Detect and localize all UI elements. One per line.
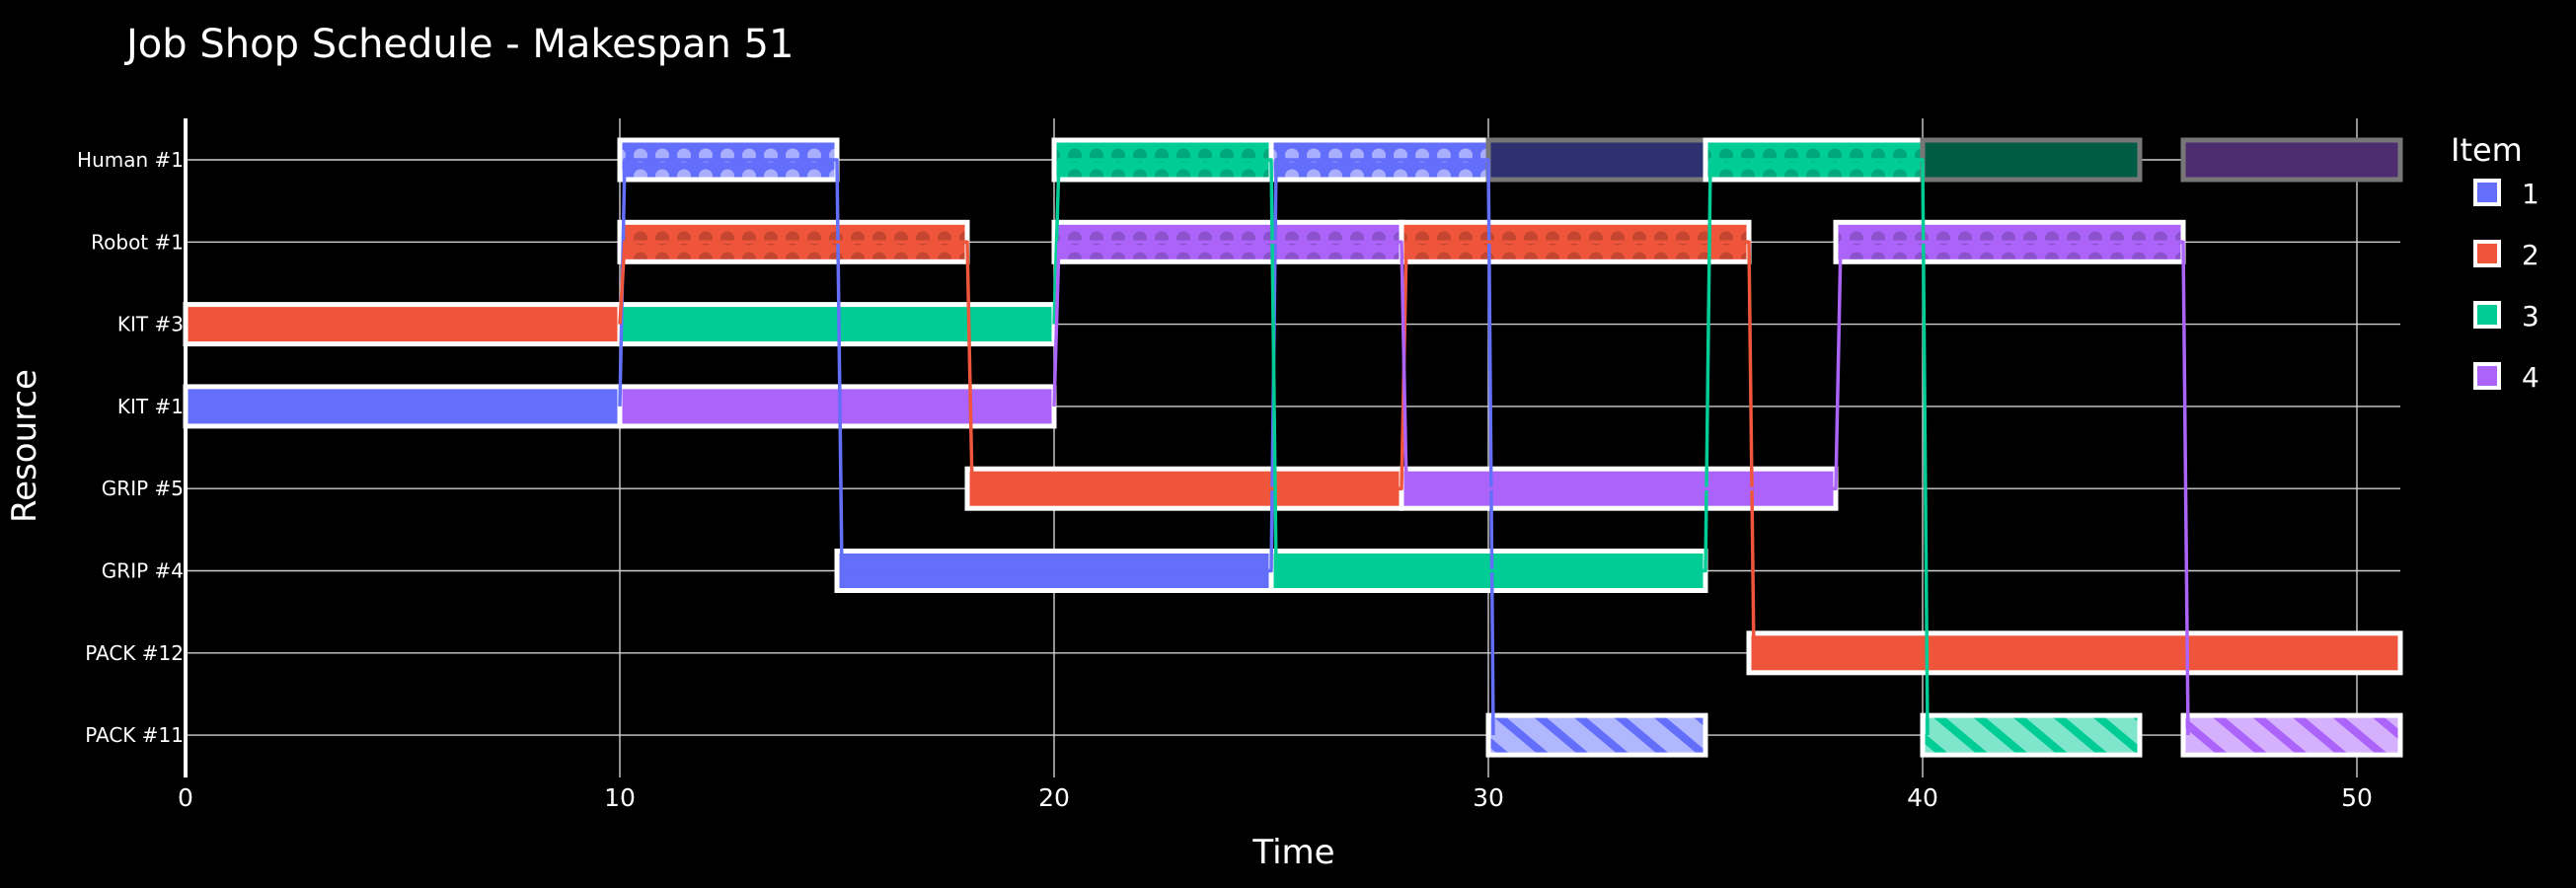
item-flow-line <box>618 240 1756 653</box>
x-tick-label: 0 <box>178 783 193 812</box>
y-axis-label: Resource <box>5 369 44 523</box>
y-tick-label: KIT #3 <box>117 313 184 336</box>
legend-swatch <box>2473 179 2501 206</box>
task-bar <box>2180 137 2403 183</box>
y-tick-label: GRIP #4 <box>102 559 184 583</box>
task-bar <box>1920 137 2143 183</box>
y-tick-label: Human #1 <box>77 148 184 172</box>
legend-title: Item <box>2451 131 2523 169</box>
y-tick-label: KIT #1 <box>117 395 184 418</box>
x-tick-label: 20 <box>1038 783 1070 812</box>
y-tick-label: Robot #1 <box>91 230 184 254</box>
legend-swatch <box>2473 240 2501 267</box>
x-tick-label: 40 <box>1907 783 1938 812</box>
task-bar <box>183 384 623 429</box>
x-tick-label: 30 <box>1473 783 1504 812</box>
x-axis-label: Time <box>1251 833 1334 872</box>
legend-label: 1 <box>2522 178 2539 210</box>
y-tick-label: PACK #11 <box>85 723 184 747</box>
chart-title: Job Shop Schedule - Makespan 51 <box>123 22 794 67</box>
x-tick-label: 10 <box>604 783 636 812</box>
y-tick-label: PACK #12 <box>85 641 184 665</box>
task-bar <box>617 302 1057 347</box>
legend-swatch <box>2473 301 2501 329</box>
legend-label: 4 <box>2522 361 2539 394</box>
legend-swatch <box>2473 362 2501 390</box>
task-bar <box>1920 712 2143 758</box>
task-bar <box>617 384 1057 429</box>
task-bar <box>183 302 623 347</box>
task-bar <box>1746 630 2403 676</box>
item-flow-line <box>618 158 1495 736</box>
legend-label: 3 <box>2522 300 2539 333</box>
flows-layer <box>618 158 2190 736</box>
legend-label: 2 <box>2522 239 2539 271</box>
y-tick-label: GRIP #5 <box>102 477 184 500</box>
legend: Item 1 2 3 4 <box>2451 131 2539 394</box>
task-bar <box>2180 712 2403 758</box>
item-flow-line <box>1052 158 1930 736</box>
x-tick-label: 50 <box>2341 783 2373 812</box>
item-flow-line <box>1052 240 2190 736</box>
axes-layer: 0 10 20 30 40 50 Human #1 Robot #1 KIT #3 KIT #1 G… <box>77 118 2373 812</box>
task-bar <box>1485 712 1708 758</box>
task-bar <box>1485 137 1708 183</box>
